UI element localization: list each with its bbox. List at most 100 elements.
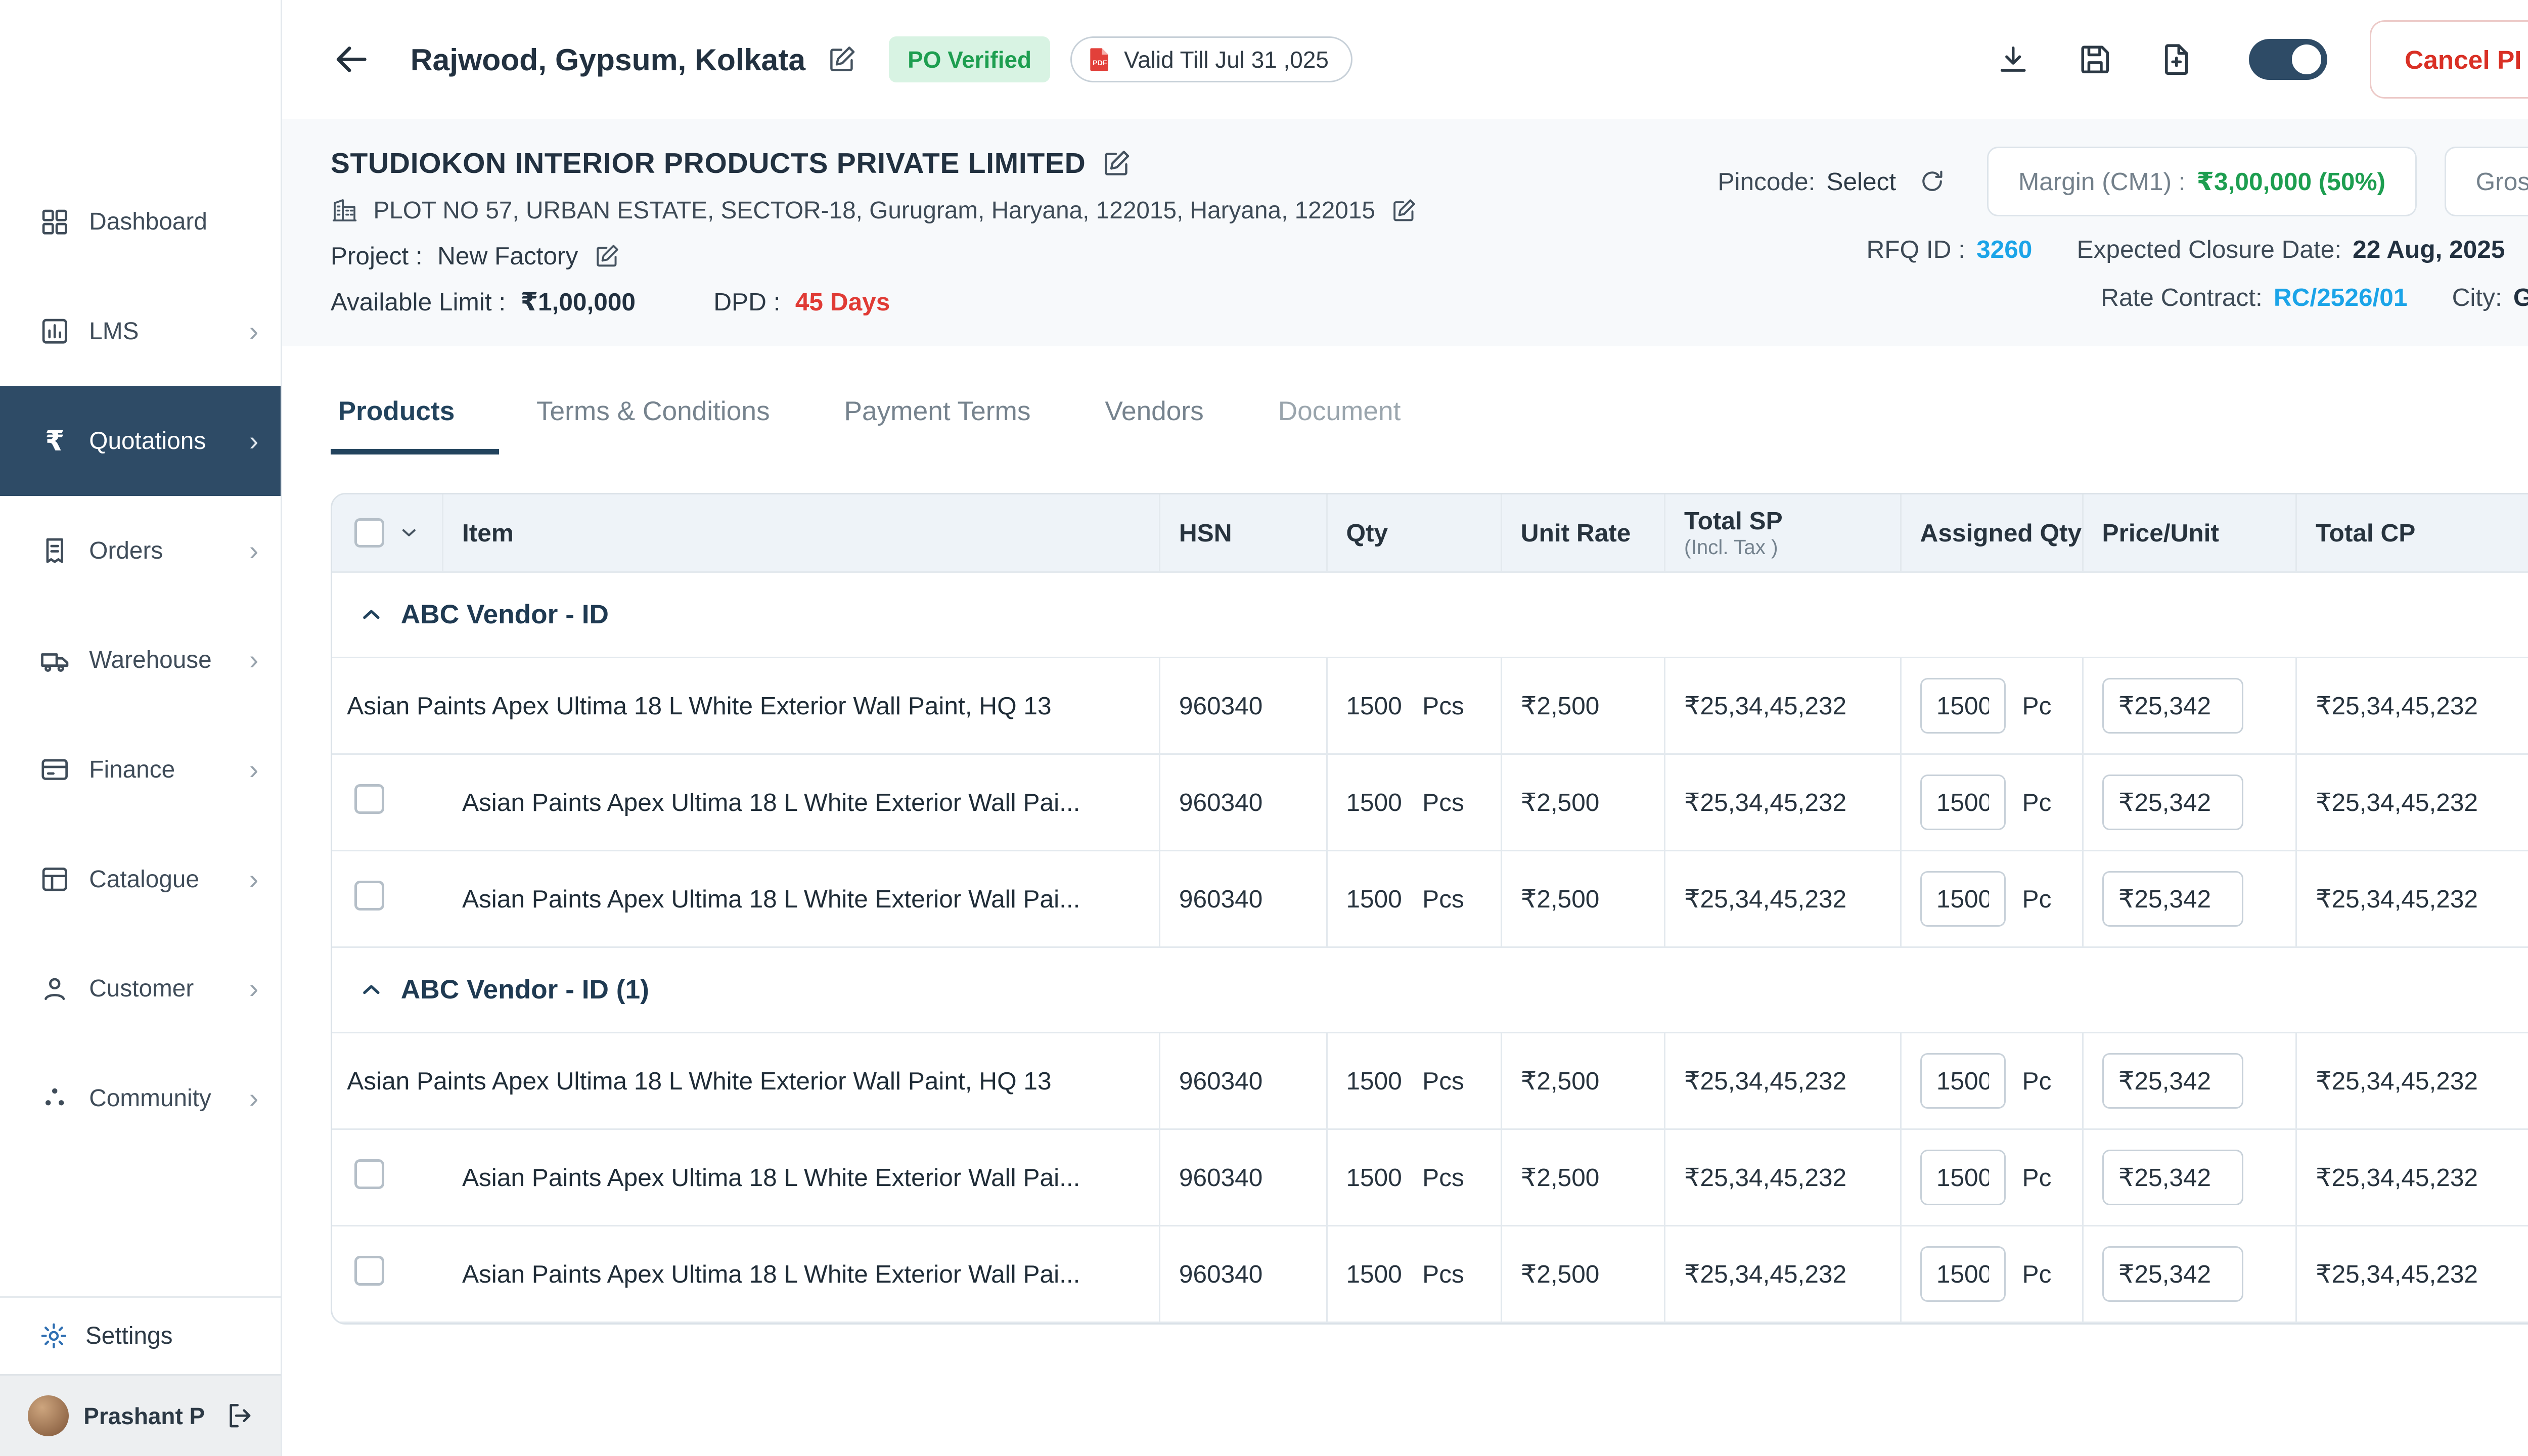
user-profile[interactable]: Prashant P (0, 1374, 281, 1456)
meta-row: Rate Contract: RC/2526/01 City: Gurugram… (2101, 283, 2528, 312)
cancel-pi-button[interactable]: Cancel PI (2370, 20, 2528, 98)
download-button[interactable] (1995, 41, 2032, 78)
customer-icon (39, 973, 70, 1005)
col-header-item: Item (443, 494, 1160, 572)
assigned-qty-input[interactable] (1920, 1053, 2006, 1109)
dashboard-icon (39, 206, 70, 238)
tab-terms-conditions[interactable]: Terms & Conditions (499, 376, 807, 454)
tab-vendors[interactable]: Vendors (1068, 376, 1241, 454)
collapse-group-icon[interactable] (356, 600, 386, 629)
unit-rate-value: ₹2,500 (1502, 658, 1665, 755)
sidebar: Dashboard › LMS › ₹ Quotations › Orders … (0, 0, 282, 1456)
margin-boxes: Margin (CM1) : ₹3,00,000 (50%) Gross Mar… (1987, 147, 2528, 216)
sidebar-item-finance[interactable]: Finance › (0, 715, 281, 825)
pincode-select-label: Pincode: (1718, 167, 1815, 196)
col-header-qty: Qty (1328, 494, 1502, 572)
select-options-icon[interactable] (397, 521, 421, 545)
item-name: Asian Paints Apex Ultima 18 L White Exte… (462, 1163, 1080, 1192)
assigned-qty-unit: Pc (2022, 1067, 2052, 1095)
margin-box-label: Margin (CM1) : (2018, 167, 2186, 196)
pdf-icon: PDF (1085, 43, 1113, 75)
select-all-checkbox[interactable] (354, 518, 384, 548)
edit-title-icon[interactable] (826, 43, 857, 75)
assigned-qty-unit: Pc (2022, 788, 2052, 816)
price-per-unit-input[interactable] (2102, 871, 2243, 927)
chevron-right-icon: › (249, 646, 262, 674)
price-per-unit-input[interactable] (2102, 1246, 2243, 1302)
pincode-select[interactable]: Pincode: Select (1718, 167, 1946, 196)
status-toggle[interactable] (2249, 39, 2327, 80)
save-button[interactable] (2076, 41, 2113, 78)
create-document-button[interactable] (2158, 41, 2195, 78)
products-table-body: ABC Vendor - ID Asian Paints Apex Ultima… (332, 573, 2528, 1323)
collapse-group-icon[interactable] (356, 975, 386, 1005)
company-name: STUDIOKON INTERIOR PRODUCTS PRIVATE LIMI… (331, 147, 1086, 180)
city: City: Gurugram (2452, 283, 2528, 312)
tab-document[interactable]: Document (1241, 376, 1438, 454)
row-checkbox[interactable] (354, 784, 384, 814)
edit-project-icon[interactable] (593, 242, 621, 270)
row-checkbox[interactable] (354, 1256, 384, 1286)
sidebar-item-customer[interactable]: Customer › (0, 934, 281, 1044)
qty-unit: Pcs (1422, 885, 1464, 913)
assigned-qty-input[interactable] (1920, 1150, 2006, 1205)
tab-products[interactable]: Products (331, 376, 500, 454)
valid-till-pill[interactable]: PDF Valid Till Jul 31 ,025 (1070, 36, 1352, 82)
logout-icon[interactable] (225, 1400, 256, 1431)
meta-label: Expected Closure Date: (2077, 235, 2342, 264)
available-limit-value: ₹1,00,000 (521, 287, 636, 316)
price-per-unit-input[interactable] (2102, 1053, 2243, 1109)
edit-address-icon[interactable] (1390, 197, 1418, 224)
assigned-qty-input[interactable] (1920, 775, 2006, 830)
total-sp-value: ₹25,34,45,232 (1665, 1130, 1902, 1226)
unit-rate-value: ₹2,500 (1502, 1130, 1665, 1226)
assigned-qty-unit: Pc (2022, 1260, 2052, 1288)
sidebar-item-lms[interactable]: LMS › (0, 277, 281, 386)
item-name: Asian Paints Apex Ultima 18 L White Exte… (347, 1067, 1051, 1095)
rupee-icon: ₹ (39, 425, 70, 457)
qty-value: 1500 (1346, 692, 1402, 720)
item-name: Asian Paints Apex Ultima 18 L White Exte… (347, 692, 1051, 720)
pincode-select-value: Select (1826, 167, 1896, 196)
meta-label: RFQ ID : (1866, 235, 1965, 264)
col-header-unit-rate: Unit Rate (1502, 494, 1665, 572)
qty-value: 1500 (1346, 1067, 1402, 1095)
assigned-qty-input[interactable] (1920, 1246, 2006, 1302)
sidebar-item-catalogue[interactable]: Catalogue › (0, 825, 281, 934)
price-per-unit-input[interactable] (2102, 678, 2243, 734)
price-per-unit-input[interactable] (2102, 1150, 2243, 1205)
meta-value: 22 Aug, 2025 (2353, 235, 2505, 264)
tab-payment-terms[interactable]: Payment Terms (807, 376, 1068, 454)
company-address: PLOT NO 57, URBAN ESTATE, SECTOR-18, Gur… (373, 197, 1375, 224)
sidebar-item-settings[interactable]: Settings (0, 1296, 281, 1374)
refresh-icon[interactable] (1918, 167, 1946, 195)
meta-row: RFQ ID : 3260 Expected Closure Date: 22 … (1866, 235, 2528, 264)
row-checkbox[interactable] (354, 1159, 384, 1189)
sidebar-item-community[interactable]: Community › (0, 1043, 281, 1153)
valid-till-text: Valid Till Jul 31 ,025 (1124, 46, 1329, 73)
total-sp-value: ₹25,34,45,232 (1665, 658, 1902, 755)
chevron-right-icon: › (249, 1084, 262, 1112)
vendor-group-row[interactable]: ABC Vendor - ID (1) (332, 948, 2528, 1033)
table-header-row: Item HSN Qty Unit Rate Total SP(Incl. Ta… (332, 494, 2528, 572)
total-cp-value: ₹25,34,45,232 (2297, 658, 2528, 755)
back-button[interactable] (331, 39, 372, 80)
price-per-unit-input[interactable] (2102, 775, 2243, 830)
row-checkbox[interactable] (354, 881, 384, 911)
vendor-group-row[interactable]: ABC Vendor - ID (332, 573, 2528, 658)
sidebar-item-orders[interactable]: Orders › (0, 496, 281, 606)
sidebar-item-dashboard[interactable]: Dashboard › (0, 167, 281, 277)
product-row: Asian Paints Apex Ultima 18 L White Exte… (332, 1130, 2528, 1226)
product-row: Asian Paints Apex Ultima 18 L White Exte… (332, 1033, 2528, 1130)
sidebar-item-warehouse[interactable]: Warehouse › (0, 605, 281, 715)
edit-company-icon[interactable] (1101, 148, 1132, 179)
hsn-value: 960340 (1160, 851, 1328, 948)
assigned-qty-input[interactable] (1920, 678, 2006, 734)
sidebar-item-label: Dashboard (89, 208, 231, 236)
col-header-total-cp: Total CP (2297, 494, 2528, 572)
assigned-qty-input[interactable] (1920, 871, 2006, 927)
meta-value[interactable]: RC/2526/01 (2274, 283, 2408, 312)
meta-value[interactable]: 3260 (1976, 235, 2032, 264)
sidebar-item-quotations[interactable]: ₹ Quotations › (0, 386, 281, 496)
po-verified-badge: PO Verified (889, 36, 1050, 82)
